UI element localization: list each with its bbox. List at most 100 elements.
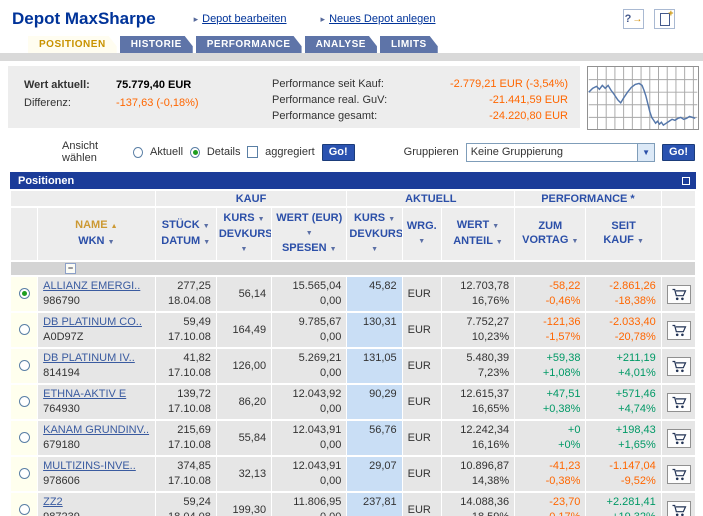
aggregiert-label[interactable]: aggregiert xyxy=(265,146,315,158)
view-go-button[interactable]: Go! xyxy=(321,143,355,161)
position-name-link[interactable]: DB PLATINUM CO.. xyxy=(43,316,142,328)
performance-line: Performance seit Kauf: -2.779,21 EUR (-3,… xyxy=(272,78,568,90)
radio-aktuell-label[interactable]: Aktuell xyxy=(150,146,184,158)
new-document-button[interactable]: + xyxy=(654,8,675,29)
wert-spesen-cell: 15.565,04 0,00 xyxy=(272,277,347,311)
position-name-link[interactable]: DB PLATINUM IV.. xyxy=(43,352,135,364)
waehrung-cell: EUR xyxy=(402,421,441,455)
group-performance: PERFORMANCE * xyxy=(515,191,661,206)
wert-anteil-cell: 5.480,39 7,23% xyxy=(441,349,515,383)
summary-section: Wert aktuell: 75.779,40 EUR Differenz: -… xyxy=(0,61,703,134)
table-row: ETHNA-AKTIV E 764930 139,72 17.10.08 86,2… xyxy=(11,385,695,419)
wert-anteil-cell: 12.615,37 16,65% xyxy=(441,385,515,419)
order-cart-button[interactable] xyxy=(666,392,691,412)
table-row: MULTIZINS-INVE.. 978606 374,85 17.10.08 3… xyxy=(11,457,695,491)
kurs-kauf-cell: 86,20 xyxy=(216,385,272,419)
order-cart-button[interactable] xyxy=(666,428,691,448)
order-cart-button[interactable] xyxy=(666,320,691,340)
table-row: DB PLATINUM CO.. A0D97Z 59,49 17.10.08 16… xyxy=(11,313,695,347)
shopping-cart-icon xyxy=(672,396,687,408)
help-button[interactable]: ? → xyxy=(623,9,644,29)
row-select-radio[interactable] xyxy=(18,288,30,299)
sort-desc-icon: ▼ xyxy=(107,239,115,246)
view-controls: Ansicht wählen Aktuell Details aggregier… xyxy=(0,134,703,170)
performance-line: Performance real. GuV: -21.441,59 EUR xyxy=(272,94,568,106)
row-select-radio[interactable] xyxy=(18,504,30,515)
row-select-radio[interactable] xyxy=(18,432,30,443)
wert-spesen-cell: 9.785,67 0,00 xyxy=(272,313,347,347)
waehrung-cell: EUR xyxy=(402,493,441,516)
zum-vortag-cell: +0 +0% xyxy=(515,421,586,455)
kurs-kauf-cell: 55,84 xyxy=(216,421,272,455)
radio-details[interactable] xyxy=(190,146,200,158)
wert-spesen-cell: 12.043,92 0,00 xyxy=(272,385,347,419)
kurs-kauf-cell: 164,49 xyxy=(216,313,272,347)
tab-analyse[interactable]: ANALYSE xyxy=(305,36,377,53)
radio-aktuell[interactable] xyxy=(133,146,143,158)
col-header-wert-anteil[interactable]: WERT ▼ ANTEIL ▼ xyxy=(441,208,515,260)
gruppieren-go-button[interactable]: Go! xyxy=(662,143,695,161)
gruppieren-select[interactable]: Keine Gruppierung ▼ xyxy=(465,142,656,162)
row-select-radio[interactable] xyxy=(18,396,30,407)
collapse-panel-icon[interactable] xyxy=(682,176,690,185)
row-select-radio[interactable] xyxy=(18,360,30,371)
position-name-link[interactable]: ZZ2 xyxy=(43,496,63,508)
kurs-aktuell-cell: 130,31 xyxy=(347,313,402,347)
column-group-row: KAUF AKTUELL PERFORMANCE * xyxy=(11,191,695,206)
seit-kauf-cell: -1.147,04 -9,52% xyxy=(586,457,661,491)
col-header-seit-kauf[interactable]: SEIT KAUF ▼ xyxy=(586,208,661,260)
wert-anteil-cell: 12.703,78 16,76% xyxy=(441,277,515,311)
edit-depot-link-label[interactable]: Depot bearbeiten xyxy=(202,13,287,25)
col-header-wert-spesen[interactable]: WERT (EUR) ▼ SPESEN ▼ xyxy=(272,208,347,260)
chevron-down-icon[interactable]: ▼ xyxy=(637,143,655,161)
seit-kauf-cell: +198,43 +1,65% xyxy=(586,421,661,455)
tab-positionen[interactable]: POSITIONEN xyxy=(28,36,117,53)
sort-desc-icon: ▼ xyxy=(203,239,211,246)
col-header-kurs-devkurs[interactable]: KURS ▼ DEVKURS ▼ xyxy=(216,208,272,260)
divider xyxy=(0,53,703,61)
col-header-zum-vortag[interactable]: ZUM VORTAG ▼ xyxy=(515,208,586,260)
sort-desc-icon: ▼ xyxy=(418,238,426,245)
wert-anteil-cell: 7.752,27 10,23% xyxy=(441,313,515,347)
aggregiert-checkbox[interactable] xyxy=(247,146,259,158)
col-header-stueck-datum[interactable]: STÜCK ▼ DATUM ▼ xyxy=(155,208,216,260)
col-header-name-wkn[interactable]: NAME ▲ WKN ▼ xyxy=(38,208,155,260)
order-cart-button[interactable] xyxy=(666,500,691,516)
position-wkn: 978606 xyxy=(43,475,80,487)
new-depot-link[interactable]: ▸ Neues Depot anlegen xyxy=(321,13,436,25)
wert-anteil-cell: 12.242,34 16,16% xyxy=(441,421,515,455)
column-header-row: NAME ▲ WKN ▼ STÜCK ▼ DATUM ▼ KURS ▼ DEVK… xyxy=(11,208,695,260)
waehrung-cell: EUR xyxy=(402,457,441,491)
table-row: DB PLATINUM IV.. 814194 41,82 17.10.08 12… xyxy=(11,349,695,383)
zum-vortag-cell: +59,38 +1,08% xyxy=(515,349,586,383)
stueck-datum-cell: 215,69 17.10.08 xyxy=(155,421,216,455)
collapse-row: − xyxy=(11,262,695,275)
position-name-link[interactable]: ALLIANZ EMERGI.. xyxy=(43,280,141,292)
stueck-datum-cell: 374,85 17.10.08 xyxy=(155,457,216,491)
position-name-link[interactable]: ETHNA-AKTIV E xyxy=(43,388,127,400)
row-select-radio[interactable] xyxy=(18,468,30,479)
order-cart-button[interactable] xyxy=(666,356,691,376)
position-name-link[interactable]: MULTIZINS-INVE.. xyxy=(43,460,136,472)
col-header-wrg[interactable]: WRG. ▼ xyxy=(402,208,441,260)
collapse-group-icon[interactable]: − xyxy=(65,263,76,274)
tab-historie[interactable]: HISTORIE xyxy=(120,36,193,53)
sort-asc-icon: ▲ xyxy=(110,223,118,230)
col-header-kurs-aktuell[interactable]: KURS ▼ DEVKURS ▼ xyxy=(347,208,402,260)
position-name-link[interactable]: KANAM GRUNDINV.. xyxy=(43,424,150,436)
help-icon: ? xyxy=(624,13,632,25)
order-cart-button[interactable] xyxy=(666,284,691,304)
header-icons: ? → + xyxy=(623,8,675,29)
tab-limits[interactable]: LIMITS xyxy=(380,36,438,53)
order-cart-button[interactable] xyxy=(666,464,691,484)
kurs-kauf-cell: 32,13 xyxy=(216,457,272,491)
tab-performance[interactable]: PERFORMANCE xyxy=(196,36,302,53)
edit-depot-link[interactable]: ▸ Depot bearbeiten xyxy=(194,13,287,25)
ansicht-label: Ansicht wählen xyxy=(62,140,99,164)
sort-desc-icon: ▼ xyxy=(240,246,248,253)
new-depot-link-label[interactable]: Neues Depot anlegen xyxy=(329,13,436,25)
radio-details-label[interactable]: Details xyxy=(206,146,241,158)
waehrung-cell: EUR xyxy=(402,349,441,383)
zum-vortag-cell: +47,51 +0,38% xyxy=(515,385,586,419)
row-select-radio[interactable] xyxy=(18,324,30,335)
